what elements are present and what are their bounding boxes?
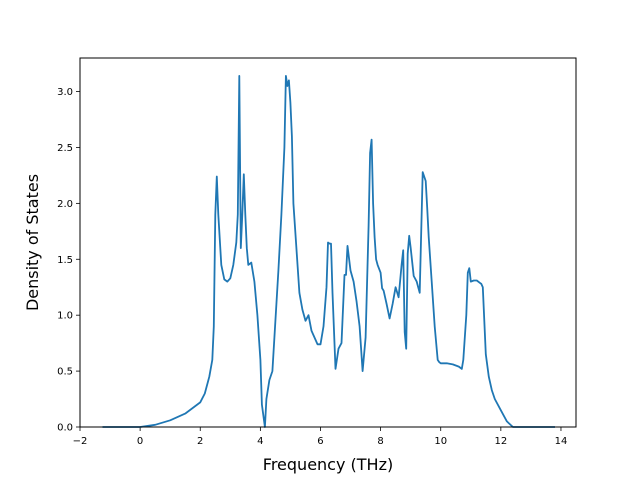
- x-tick-label: 4: [257, 436, 263, 447]
- x-tick-label: 0: [137, 436, 143, 447]
- y-tick-label: 0.0: [57, 423, 73, 434]
- x-tick-label: 2: [197, 436, 203, 447]
- x-axis-ticks: −2 0 2 4 6 8 10 12 14: [73, 427, 568, 447]
- x-tick-label: 10: [434, 436, 447, 447]
- y-tick-label: 2.5: [57, 143, 73, 154]
- x-tick-label: 14: [555, 436, 568, 447]
- y-axis-label: Density of States: [23, 174, 42, 311]
- x-tick-label: 6: [317, 436, 323, 447]
- y-tick-label: 0.5: [57, 367, 73, 378]
- y-tick-label: 2.0: [57, 199, 73, 210]
- x-tick-label: −2: [73, 436, 88, 447]
- y-tick-label: 3.0: [57, 87, 73, 98]
- y-tick-label: 1.0: [57, 311, 73, 322]
- dos-series-line: [102, 75, 555, 428]
- x-tick-label: 12: [494, 436, 507, 447]
- x-tick-label: 8: [377, 436, 383, 447]
- y-axis-ticks: 0.0 0.5 1.0 1.5 2.0 2.5 3.0: [57, 87, 80, 434]
- y-tick-label: 1.5: [57, 255, 73, 266]
- plot-frame: [79, 57, 577, 428]
- x-axis-label: Frequency (THz): [263, 455, 393, 474]
